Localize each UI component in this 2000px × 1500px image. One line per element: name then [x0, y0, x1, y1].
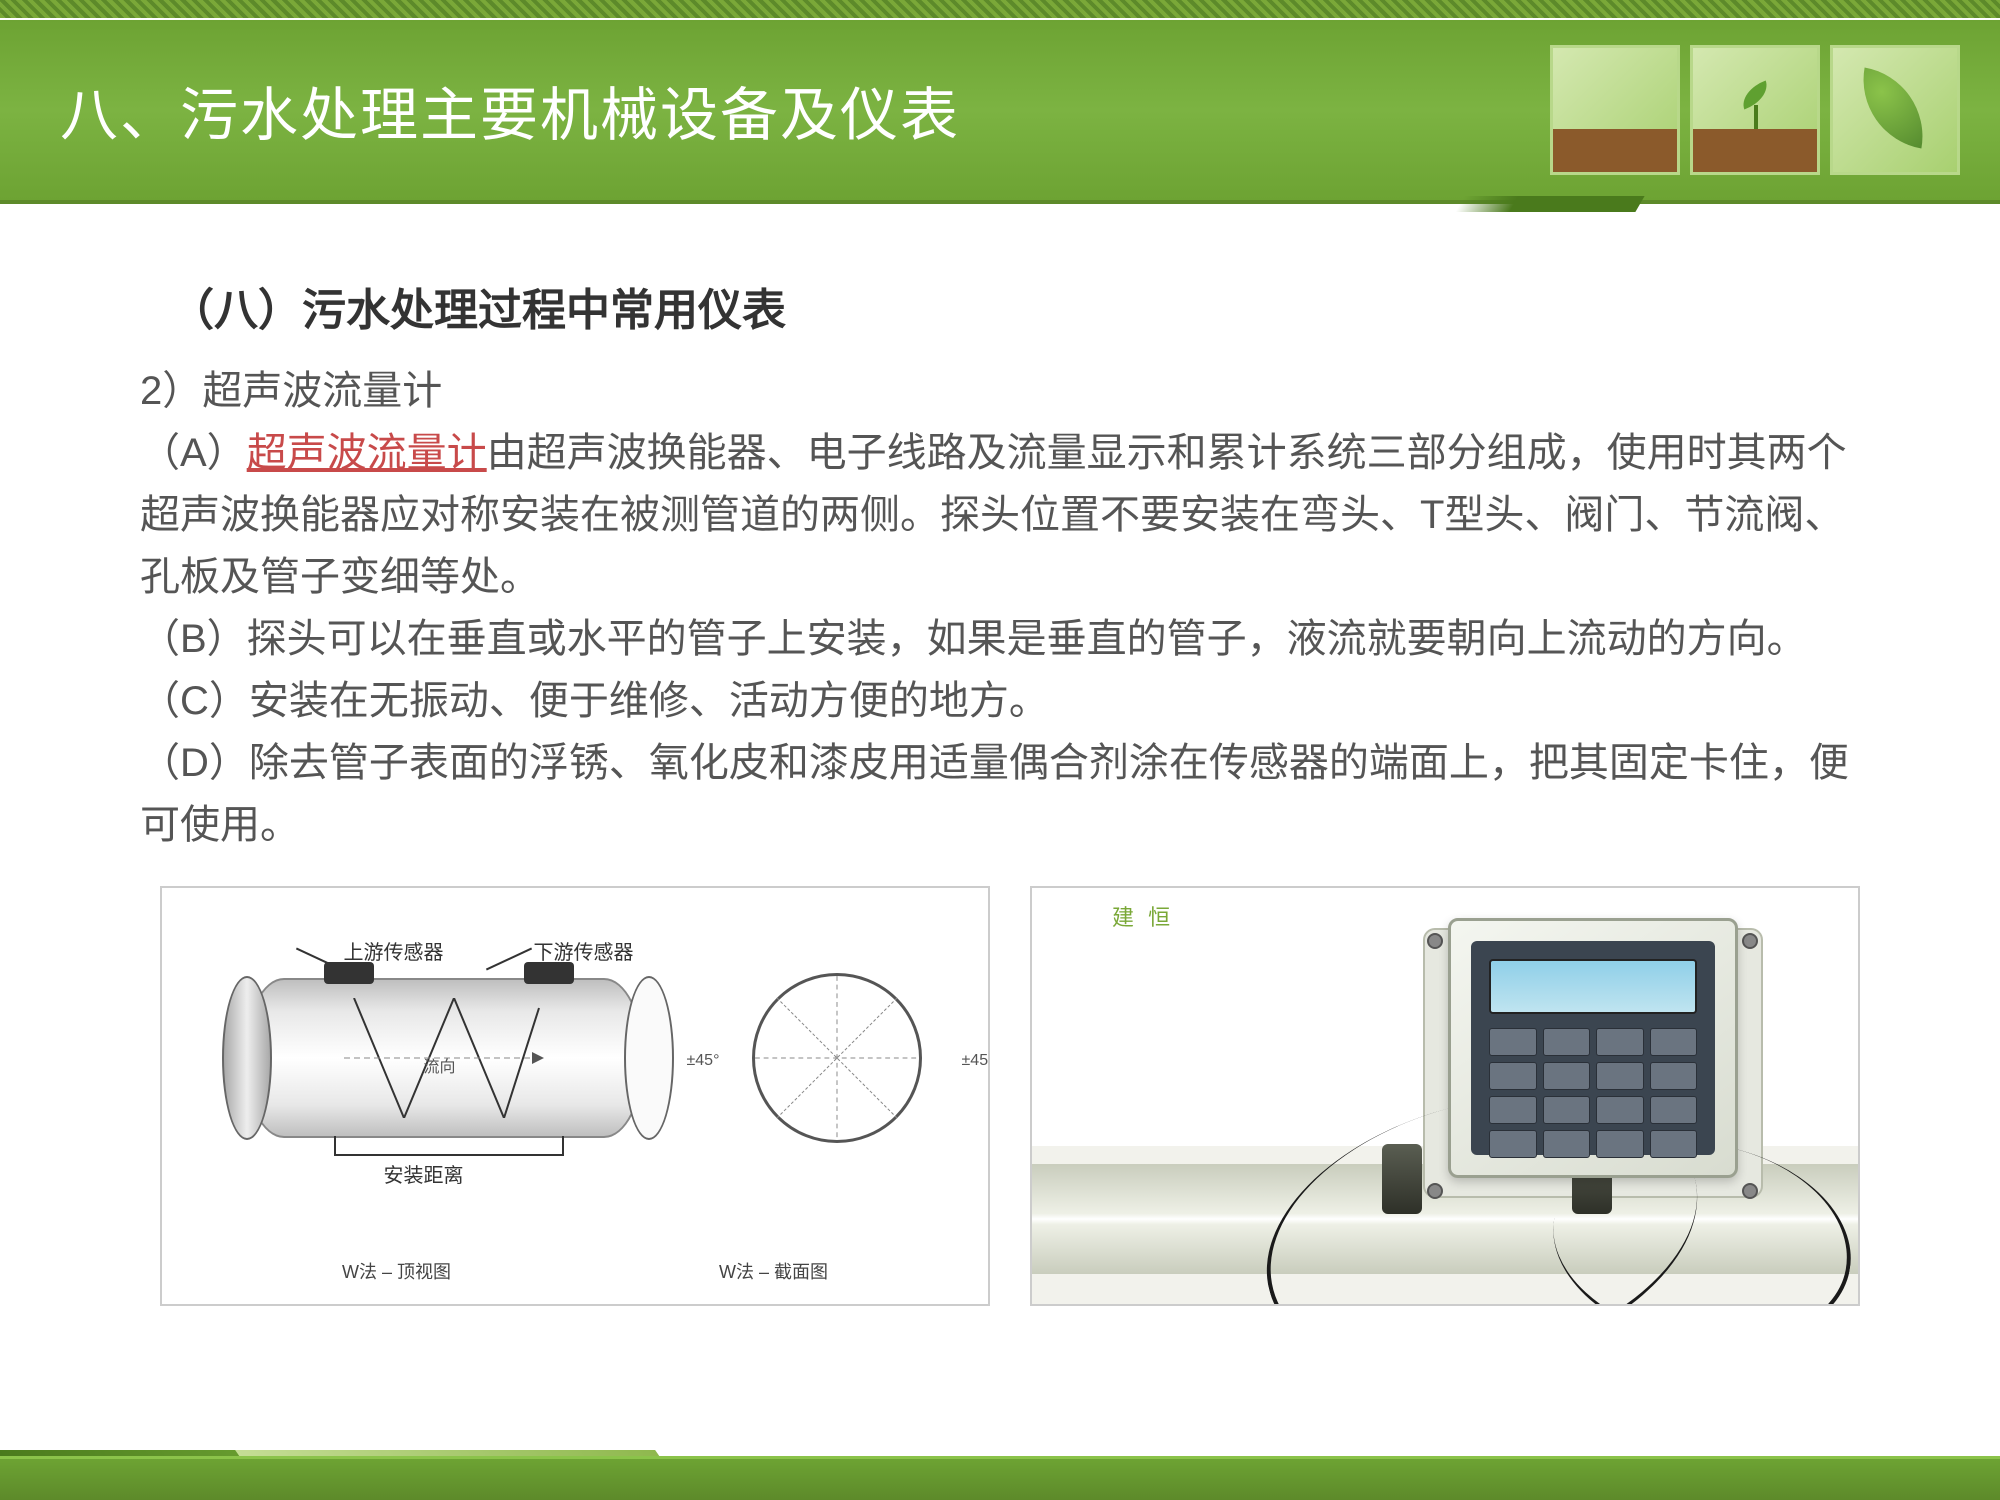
- pipe-cross-section: ±45° ±45°: [727, 918, 947, 1198]
- thumb-leaf: [1830, 45, 1960, 175]
- thumb-empty: [1550, 45, 1680, 175]
- clamp-sensor-1: [1382, 1144, 1422, 1214]
- label-downstream-sensor: 下游传感器: [534, 936, 634, 965]
- label-upstream-sensor: 上游传感器: [344, 936, 444, 965]
- caption-side-view: W法 – 顶视图: [342, 1258, 451, 1284]
- sensor-upstream-icon: [324, 962, 374, 984]
- key-button: [1489, 1130, 1537, 1158]
- paragraph-b: （B）探头可以在垂直或水平的管子上安装，如果是垂直的管子，液流就要朝向上流动的方…: [140, 608, 1880, 670]
- paragraph-d: （D）除去管子表面的浮锈、氧化皮和漆皮用适量偶合剂涂在传感器的端面上，把其固定卡…: [140, 732, 1880, 856]
- key-button: [1543, 1028, 1591, 1056]
- footer-bar: [0, 1456, 2000, 1500]
- keypad: [1489, 1028, 1697, 1158]
- lcd-screen: [1489, 959, 1697, 1014]
- cross-section-circle: [752, 973, 922, 1143]
- key-button: [1596, 1130, 1644, 1158]
- bolt-icon: [1742, 933, 1758, 949]
- key-button: [1543, 1096, 1591, 1124]
- key-button: [1650, 1028, 1698, 1056]
- item-number: 2）超声波流量计: [140, 358, 1880, 416]
- key-button: [1650, 1096, 1698, 1124]
- figure-diagram-left: 上游传感器 下游传感器 流向 安装距离: [160, 886, 990, 1306]
- paragraph-a: （A）超声波流量计由超声波换能器、电子线路及流量显示和累计系统三部分组成，使用时…: [140, 422, 1880, 608]
- pipe-cap-left: [222, 976, 272, 1140]
- key-button: [1650, 1130, 1698, 1158]
- pipe-side-view: 上游传感器 下游传感器 流向 安装距离: [204, 918, 684, 1198]
- content-area: （八）污水处理过程中常用仪表 2）超声波流量计 （A）超声波流量计由超声波换能器…: [0, 204, 2000, 1306]
- thumb-sprout: [1690, 45, 1820, 175]
- pipe-cap-right: [624, 976, 674, 1140]
- cross-axes-icon: [755, 976, 919, 1140]
- key-button: [1489, 1062, 1537, 1090]
- header-thumbnails: [1550, 45, 1960, 175]
- para-a-prefix: （A）: [140, 431, 247, 475]
- key-button: [1596, 1096, 1644, 1124]
- key-button: [1489, 1028, 1537, 1056]
- flowmeter-unit: [1448, 918, 1738, 1178]
- sensor-downstream-icon: [524, 962, 574, 984]
- key-button: [1650, 1062, 1698, 1090]
- label-angle-right: ±45°: [962, 1052, 990, 1070]
- figure-row: 上游传感器 下游传感器 流向 安装距离: [140, 886, 1880, 1306]
- figure-photo-right: 建 恒: [1030, 886, 1860, 1306]
- bolt-icon: [1427, 933, 1443, 949]
- ultrasonic-flowmeter-link[interactable]: 超声波流量计: [247, 431, 487, 475]
- key-button: [1543, 1130, 1591, 1158]
- header-bar: 八、污水处理主要机械设备及仪表: [0, 20, 2000, 200]
- section-title: （八）污水处理过程中常用仪表: [140, 274, 1880, 338]
- top-pattern-strip: [0, 0, 2000, 20]
- key-button: [1543, 1062, 1591, 1090]
- distance-bracket: [334, 1136, 564, 1156]
- flowmeter-panel: [1471, 941, 1715, 1155]
- key-button: [1489, 1096, 1537, 1124]
- page-title: 八、污水处理主要机械设备及仪表: [60, 68, 960, 152]
- caption-cross-view: W法 – 截面图: [719, 1258, 828, 1284]
- label-install-distance: 安装距离: [384, 1159, 464, 1188]
- header-accent-shape: [1455, 196, 1644, 212]
- label-angle-left: ±45°: [687, 1052, 720, 1070]
- label-flow-direction: 流向: [424, 1053, 456, 1077]
- brand-label: 建 恒: [1112, 900, 1174, 932]
- key-button: [1596, 1028, 1644, 1056]
- paragraph-c: （C）安装在无振动、便于维修、活动方便的地方。: [140, 670, 1880, 732]
- key-button: [1596, 1062, 1644, 1090]
